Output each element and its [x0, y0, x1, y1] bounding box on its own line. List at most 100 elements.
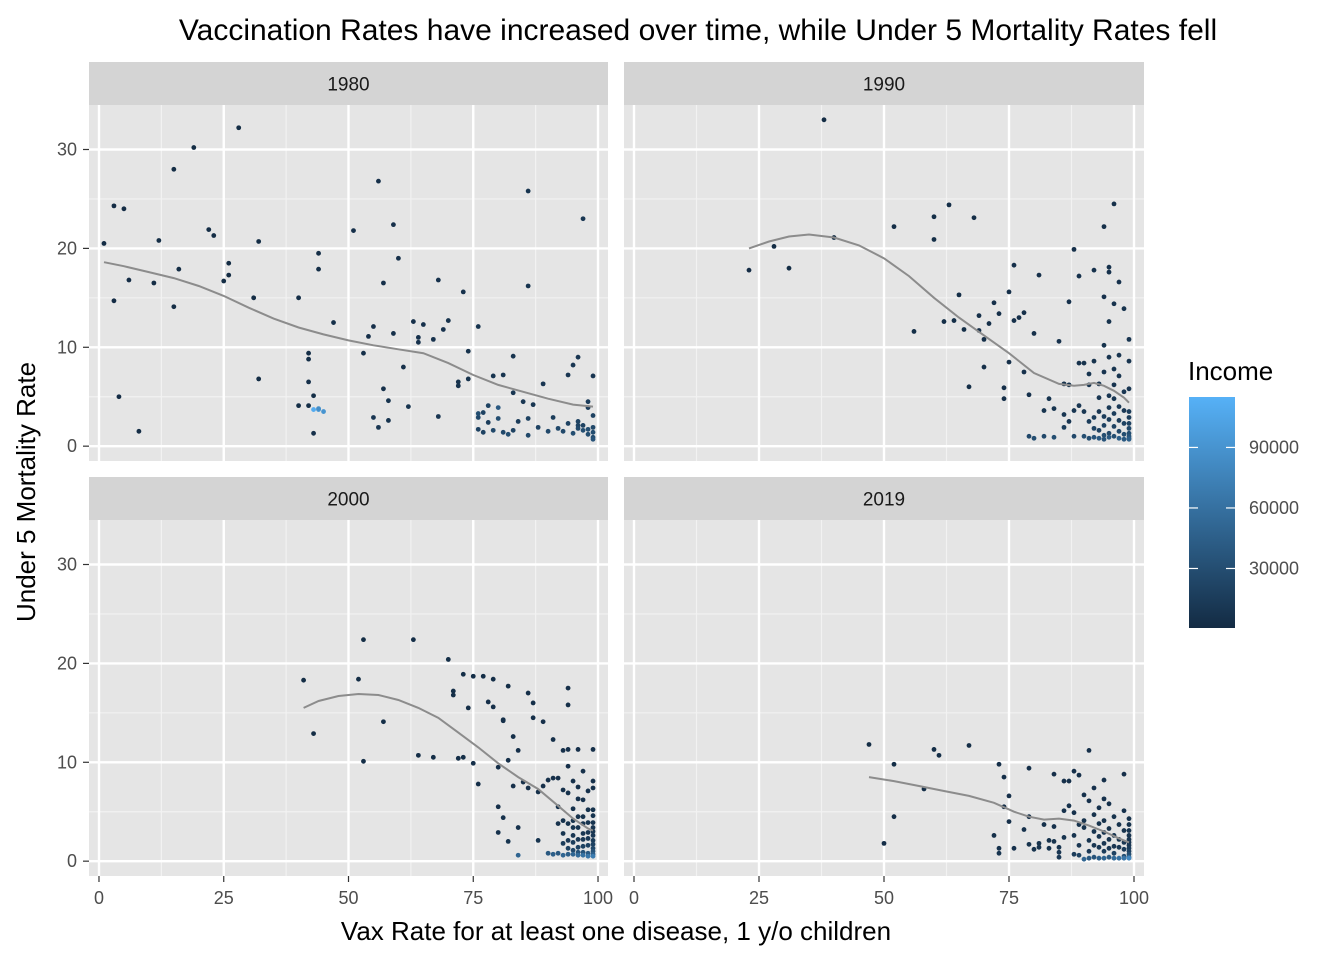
data-point — [585, 820, 591, 825]
data-point — [590, 813, 596, 819]
data-point — [1111, 366, 1117, 372]
data-point — [525, 785, 531, 791]
data-point — [171, 304, 177, 310]
data-point — [1011, 845, 1017, 851]
data-point — [256, 376, 262, 382]
data-point — [1046, 396, 1052, 402]
facet-strip — [89, 62, 608, 105]
data-point — [415, 339, 421, 345]
data-point — [585, 842, 591, 848]
data-point — [435, 414, 441, 419]
data-point — [570, 362, 576, 368]
data-point — [455, 755, 461, 761]
data-point — [575, 796, 581, 802]
data-point — [371, 324, 376, 329]
data-point — [1081, 409, 1087, 414]
data-point — [956, 292, 962, 298]
data-point — [585, 853, 591, 859]
data-point — [1101, 796, 1107, 802]
data-point — [1056, 338, 1062, 344]
data-point — [1066, 778, 1072, 784]
data-point — [570, 430, 576, 436]
data-point — [156, 238, 162, 243]
data-point — [490, 704, 496, 710]
data-point — [1091, 785, 1097, 791]
data-point — [1111, 396, 1117, 402]
data-point — [1001, 385, 1007, 391]
data-point — [1076, 842, 1082, 848]
data-point — [495, 416, 501, 421]
data-point — [311, 393, 316, 399]
data-point — [590, 838, 596, 843]
legend-ticks: 30000 60000 90000 — [1189, 437, 1299, 578]
data-point — [111, 298, 117, 304]
data-point — [495, 804, 501, 810]
data-point — [500, 429, 506, 435]
data-point — [1126, 816, 1132, 822]
data-point — [515, 825, 521, 830]
data-point — [580, 423, 586, 428]
data-point — [1051, 838, 1057, 844]
data-point — [570, 839, 576, 845]
data-point — [1081, 360, 1087, 366]
legend-colorbar — [1189, 397, 1235, 628]
data-point — [296, 295, 301, 301]
data-point — [590, 820, 596, 825]
data-point — [306, 379, 311, 385]
data-point — [555, 775, 561, 781]
x-tick-label: 0 — [94, 888, 104, 908]
data-point — [1096, 855, 1102, 861]
data-point — [1001, 396, 1007, 402]
data-point — [981, 336, 987, 342]
data-point — [525, 283, 531, 289]
data-point — [1071, 768, 1077, 774]
data-point — [961, 327, 967, 332]
data-point — [1066, 299, 1072, 305]
data-point — [540, 783, 546, 789]
data-point — [1061, 412, 1067, 417]
data-point — [1126, 833, 1132, 838]
data-point — [445, 657, 451, 662]
data-point — [996, 311, 1002, 317]
data-point — [381, 719, 386, 725]
data-point — [361, 637, 366, 643]
data-point — [1126, 415, 1132, 420]
data-point — [1116, 352, 1122, 358]
data-point — [1126, 409, 1132, 414]
x-tick-label: 75 — [463, 888, 483, 908]
data-point — [540, 719, 546, 725]
data-point — [361, 350, 366, 356]
data-point — [590, 413, 596, 418]
data-point — [515, 852, 521, 858]
data-point — [1116, 373, 1122, 379]
data-point — [931, 214, 937, 220]
data-point — [560, 852, 566, 858]
data-point — [590, 373, 596, 379]
data-point — [505, 838, 511, 844]
data-point — [590, 807, 596, 813]
data-point — [1106, 393, 1112, 399]
data-point — [311, 430, 316, 436]
legend-tick-label: 90000 — [1249, 437, 1299, 457]
data-point — [1126, 358, 1132, 364]
data-point — [1101, 436, 1107, 442]
data-point — [1101, 818, 1107, 824]
data-point — [931, 747, 937, 752]
data-point — [535, 424, 541, 430]
data-point — [1101, 855, 1107, 861]
facet-panel-1990: 1990 — [624, 62, 1144, 461]
data-point — [211, 233, 217, 238]
data-point — [946, 202, 952, 208]
facet-strip — [624, 62, 1144, 105]
data-point — [1101, 432, 1107, 438]
data-point — [575, 837, 581, 842]
data-point — [1051, 434, 1057, 440]
data-point — [386, 418, 391, 423]
data-point — [590, 833, 596, 838]
data-point — [580, 814, 586, 820]
data-point — [470, 673, 476, 679]
data-point — [565, 838, 571, 843]
data-point — [465, 705, 471, 711]
data-point — [1031, 846, 1037, 852]
